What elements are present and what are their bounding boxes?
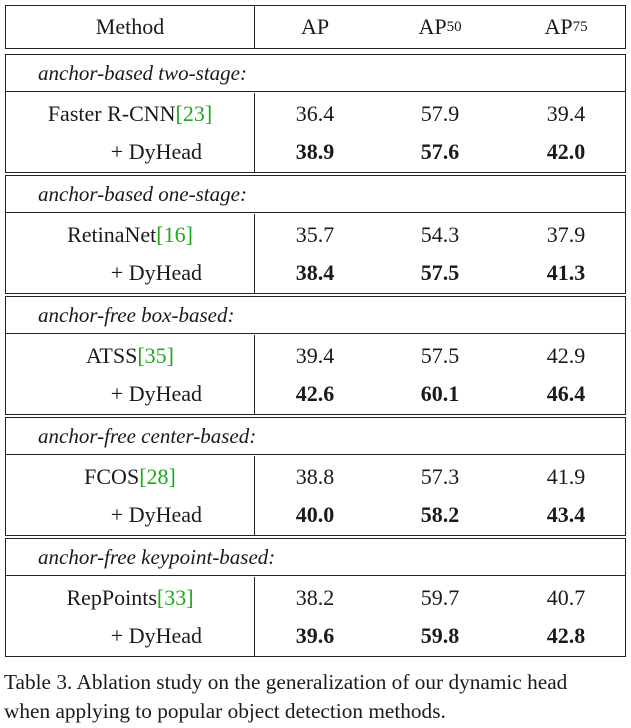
header-ap: AP bbox=[300, 14, 330, 39]
ap-value: 38.4 bbox=[295, 260, 335, 285]
ap75-value: 41.3 bbox=[546, 260, 586, 285]
dyhead-label: + DyHead bbox=[110, 623, 202, 648]
ap50-value: 54.3 bbox=[420, 222, 460, 247]
dyhead-label: + DyHead bbox=[110, 139, 202, 164]
table-group: anchor-free keypoint-based: RepPoints [33… bbox=[5, 538, 626, 657]
ap50-value: 57.6 bbox=[420, 139, 460, 164]
table-caption: Table 3. Ablation study on the generaliz… bbox=[4, 668, 629, 726]
ap75-value: 42.8 bbox=[546, 623, 586, 648]
ap-value: 38.9 bbox=[295, 139, 335, 164]
table-row: ATSS [35] 39.4 57.5 42.9 bbox=[6, 337, 625, 375]
ap-value: 40.0 bbox=[295, 502, 335, 527]
header-ap50: AP 50 bbox=[418, 14, 462, 39]
group-title: anchor-free keypoint-based: bbox=[6, 539, 625, 576]
table-group: anchor-based two-stage: Faster R-CNN [23]… bbox=[5, 54, 626, 173]
ap75-value: 42.9 bbox=[546, 343, 586, 368]
ap50-value: 59.7 bbox=[420, 585, 460, 610]
table-row: + DyHead 38.4 57.5 41.3 bbox=[6, 254, 625, 292]
ap50-value: 57.3 bbox=[420, 464, 460, 489]
table-row: + DyHead 42.6 60.1 46.4 bbox=[6, 375, 625, 413]
group-title: anchor-free center-based: bbox=[6, 418, 625, 455]
table-row: + DyHead 38.9 57.6 42.0 bbox=[6, 133, 625, 171]
citation-link[interactable]: [28] bbox=[139, 464, 176, 489]
table-row: RetinaNet [16] 35.7 54.3 37.9 bbox=[6, 216, 625, 254]
ap50-value: 57.5 bbox=[420, 260, 460, 285]
caption-line-1: Table 3. Ablation study on the generaliz… bbox=[4, 670, 568, 694]
ap50-value: 59.8 bbox=[420, 623, 460, 648]
ap75-value: 41.9 bbox=[546, 464, 586, 489]
ap50-value: 60.1 bbox=[420, 381, 460, 406]
method-name: FCOS [28] bbox=[84, 464, 176, 489]
table-group: anchor-based one-stage: RetinaNet [16] 35.… bbox=[5, 175, 626, 294]
caption-line-2: when applying to popular object detectio… bbox=[4, 699, 446, 723]
group-title: anchor-based one-stage: bbox=[6, 176, 625, 213]
header-method: Method bbox=[95, 14, 165, 39]
ap50-value: 57.5 bbox=[420, 343, 460, 368]
ap75-value: 40.7 bbox=[546, 585, 586, 610]
table-group: anchor-free center-based: FCOS [28] 38.8 57… bbox=[5, 417, 626, 536]
dyhead-label: + DyHead bbox=[110, 381, 202, 406]
ap75-value: 43.4 bbox=[546, 502, 586, 527]
table-row: + DyHead 39.6 59.8 42.8 bbox=[6, 617, 625, 655]
ap-value: 42.6 bbox=[295, 381, 335, 406]
ap50-value: 57.9 bbox=[420, 101, 460, 126]
ap75-value: 42.0 bbox=[546, 139, 586, 164]
method-name: RetinaNet [16] bbox=[67, 222, 193, 247]
ap-value: 38.2 bbox=[295, 585, 335, 610]
method-name: RepPoints [33] bbox=[66, 585, 194, 610]
table-row: RepPoints [33] 38.2 59.7 40.7 bbox=[6, 579, 625, 617]
header-ap75: AP 75 bbox=[544, 14, 588, 39]
dyhead-label: + DyHead bbox=[110, 260, 202, 285]
table-header: Method AP AP 50 AP 75 bbox=[5, 5, 626, 49]
method-name: ATSS [35] bbox=[85, 343, 174, 368]
dyhead-label: + DyHead bbox=[110, 502, 202, 527]
ap50-value: 58.2 bbox=[420, 502, 460, 527]
ap75-value: 39.4 bbox=[546, 101, 586, 126]
table-group: anchor-free box-based: ATSS [35] 39.4 57.5 4… bbox=[5, 296, 626, 415]
ap-value: 36.4 bbox=[295, 101, 335, 126]
citation-link[interactable]: [23] bbox=[175, 101, 213, 126]
table-row: FCOS [28] 38.8 57.3 41.9 bbox=[6, 458, 625, 496]
citation-link[interactable]: [16] bbox=[156, 222, 193, 247]
ap-value: 39.6 bbox=[295, 623, 335, 648]
ap75-value: 46.4 bbox=[546, 381, 586, 406]
group-title: anchor-free box-based: bbox=[6, 297, 625, 334]
citation-link[interactable]: [35] bbox=[137, 343, 174, 368]
ap-value: 39.4 bbox=[295, 343, 335, 368]
method-name: Faster R-CNN [23] bbox=[47, 101, 213, 126]
table-row: + DyHead 40.0 58.2 43.4 bbox=[6, 496, 625, 534]
table-row: Faster R-CNN [23] 36.4 57.9 39.4 bbox=[6, 95, 625, 133]
ap-value: 35.7 bbox=[295, 222, 335, 247]
ap-value: 38.8 bbox=[295, 464, 335, 489]
group-title: anchor-based two-stage: bbox=[6, 55, 625, 92]
citation-link[interactable]: [33] bbox=[156, 585, 194, 610]
ap75-value: 37.9 bbox=[546, 222, 586, 247]
